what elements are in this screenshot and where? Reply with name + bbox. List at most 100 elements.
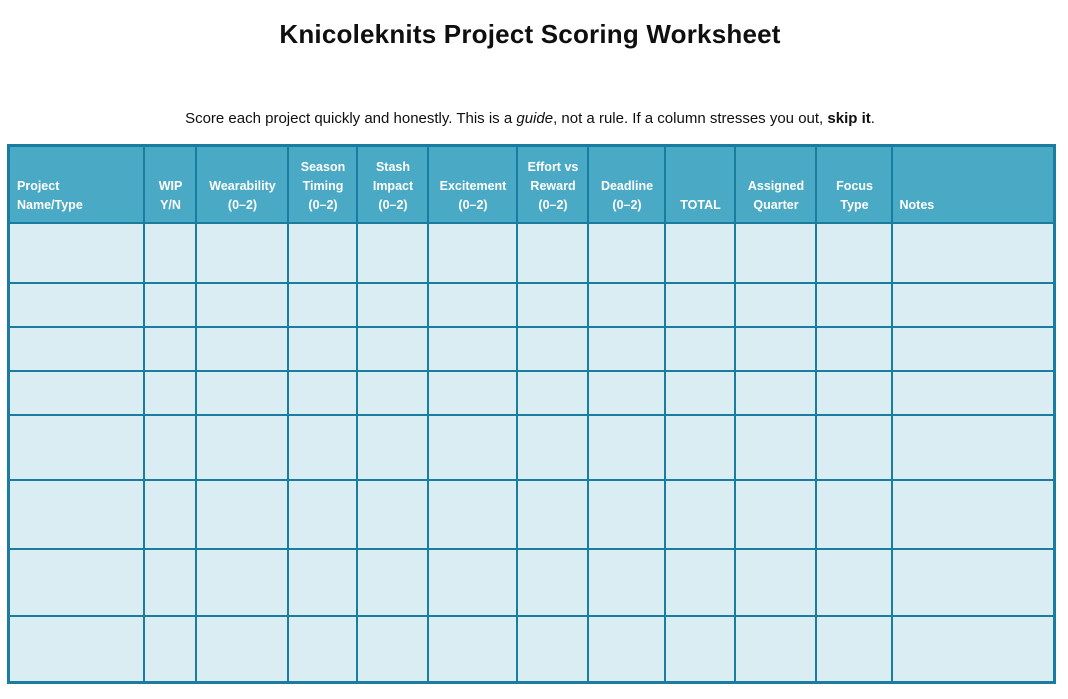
cell-focus-type[interactable] xyxy=(814,221,893,284)
cell-deadline[interactable] xyxy=(586,325,666,372)
cell-wip-yn[interactable] xyxy=(142,413,197,481)
cell-total[interactable] xyxy=(663,221,736,284)
cell-total[interactable] xyxy=(663,325,736,372)
cell-notes[interactable] xyxy=(890,369,1056,416)
cell-project-name-type[interactable] xyxy=(7,478,145,550)
cell-excitement[interactable] xyxy=(426,281,518,328)
cell-project-name-type[interactable] xyxy=(7,325,145,372)
cell-notes[interactable] xyxy=(890,614,1056,684)
cell-effort-vs-reward[interactable] xyxy=(515,413,589,481)
cell-notes[interactable] xyxy=(890,325,1056,372)
cell-notes[interactable] xyxy=(890,281,1056,328)
cell-stash-impact[interactable] xyxy=(355,369,429,416)
cell-effort-vs-reward[interactable] xyxy=(515,281,589,328)
cell-stash-impact[interactable] xyxy=(355,478,429,550)
cell-stash-impact[interactable] xyxy=(355,547,429,617)
cell-season-timing[interactable] xyxy=(286,478,358,550)
cell-deadline[interactable] xyxy=(586,281,666,328)
cell-excitement[interactable] xyxy=(426,221,518,284)
cell-total[interactable] xyxy=(663,369,736,416)
cell-wearability[interactable] xyxy=(194,478,289,550)
cell-focus-type[interactable] xyxy=(814,478,893,550)
cell-season-timing[interactable] xyxy=(286,325,358,372)
cell-effort-vs-reward[interactable] xyxy=(515,221,589,284)
cell-focus-type[interactable] xyxy=(814,614,893,684)
cell-project-name-type[interactable] xyxy=(7,547,145,617)
cell-project-name-type[interactable] xyxy=(7,221,145,284)
cell-project-name-type[interactable] xyxy=(7,413,145,481)
column-header-line: Wearability xyxy=(209,178,276,193)
cell-assigned-quarter[interactable] xyxy=(733,281,817,328)
cell-total[interactable] xyxy=(663,281,736,328)
cell-notes[interactable] xyxy=(890,413,1056,481)
cell-deadline[interactable] xyxy=(586,221,666,284)
column-header-line: WIP xyxy=(158,178,183,193)
cell-wearability[interactable] xyxy=(194,413,289,481)
cell-focus-type[interactable] xyxy=(814,281,893,328)
cell-deadline[interactable] xyxy=(586,478,666,550)
cell-stash-impact[interactable] xyxy=(355,614,429,684)
cell-wip-yn[interactable] xyxy=(142,325,197,372)
cell-focus-type[interactable] xyxy=(814,413,893,481)
cell-deadline[interactable] xyxy=(586,413,666,481)
cell-total[interactable] xyxy=(663,614,736,684)
cell-season-timing[interactable] xyxy=(286,221,358,284)
cell-effort-vs-reward[interactable] xyxy=(515,547,589,617)
cell-excitement[interactable] xyxy=(426,478,518,550)
cell-assigned-quarter[interactable] xyxy=(733,221,817,284)
cell-excitement[interactable] xyxy=(426,325,518,372)
cell-project-name-type[interactable] xyxy=(7,369,145,416)
cell-wearability[interactable] xyxy=(194,369,289,416)
cell-excitement[interactable] xyxy=(426,614,518,684)
cell-focus-type[interactable] xyxy=(814,547,893,617)
cell-season-timing[interactable] xyxy=(286,281,358,328)
cell-notes[interactable] xyxy=(890,547,1056,617)
cell-wip-yn[interactable] xyxy=(142,547,197,617)
cell-season-timing[interactable] xyxy=(286,369,358,416)
cell-deadline[interactable] xyxy=(586,614,666,684)
cell-season-timing[interactable] xyxy=(286,614,358,684)
cell-wip-yn[interactable] xyxy=(142,478,197,550)
cell-excitement[interactable] xyxy=(426,369,518,416)
column-header-season-timing: Season Timing (0–2) xyxy=(286,144,358,224)
cell-excitement[interactable] xyxy=(426,413,518,481)
cell-assigned-quarter[interactable] xyxy=(733,614,817,684)
cell-project-name-type[interactable] xyxy=(7,281,145,328)
cell-notes[interactable] xyxy=(890,221,1056,284)
cell-wearability[interactable] xyxy=(194,547,289,617)
cell-effort-vs-reward[interactable] xyxy=(515,478,589,550)
cell-total[interactable] xyxy=(663,547,736,617)
cell-focus-type[interactable] xyxy=(814,369,893,416)
cell-wearability[interactable] xyxy=(194,614,289,684)
cell-season-timing[interactable] xyxy=(286,413,358,481)
cell-effort-vs-reward[interactable] xyxy=(515,325,589,372)
cell-deadline[interactable] xyxy=(586,547,666,617)
cell-total[interactable] xyxy=(663,413,736,481)
cell-effort-vs-reward[interactable] xyxy=(515,614,589,684)
cell-focus-type[interactable] xyxy=(814,325,893,372)
column-header-line: Reward xyxy=(530,178,576,193)
cell-assigned-quarter[interactable] xyxy=(733,547,817,617)
cell-wip-yn[interactable] xyxy=(142,369,197,416)
cell-stash-impact[interactable] xyxy=(355,221,429,284)
cell-season-timing[interactable] xyxy=(286,547,358,617)
cell-notes[interactable] xyxy=(890,478,1056,550)
cell-effort-vs-reward[interactable] xyxy=(515,369,589,416)
cell-assigned-quarter[interactable] xyxy=(733,325,817,372)
cell-stash-impact[interactable] xyxy=(355,413,429,481)
cell-total[interactable] xyxy=(663,478,736,550)
cell-stash-impact[interactable] xyxy=(355,325,429,372)
cell-deadline[interactable] xyxy=(586,369,666,416)
cell-excitement[interactable] xyxy=(426,547,518,617)
cell-wip-yn[interactable] xyxy=(142,221,197,284)
cell-stash-impact[interactable] xyxy=(355,281,429,328)
cell-assigned-quarter[interactable] xyxy=(733,413,817,481)
cell-project-name-type[interactable] xyxy=(7,614,145,684)
cell-wip-yn[interactable] xyxy=(142,614,197,684)
cell-wearability[interactable] xyxy=(194,221,289,284)
cell-assigned-quarter[interactable] xyxy=(733,369,817,416)
cell-assigned-quarter[interactable] xyxy=(733,478,817,550)
cell-wearability[interactable] xyxy=(194,281,289,328)
cell-wip-yn[interactable] xyxy=(142,281,197,328)
cell-wearability[interactable] xyxy=(194,325,289,372)
